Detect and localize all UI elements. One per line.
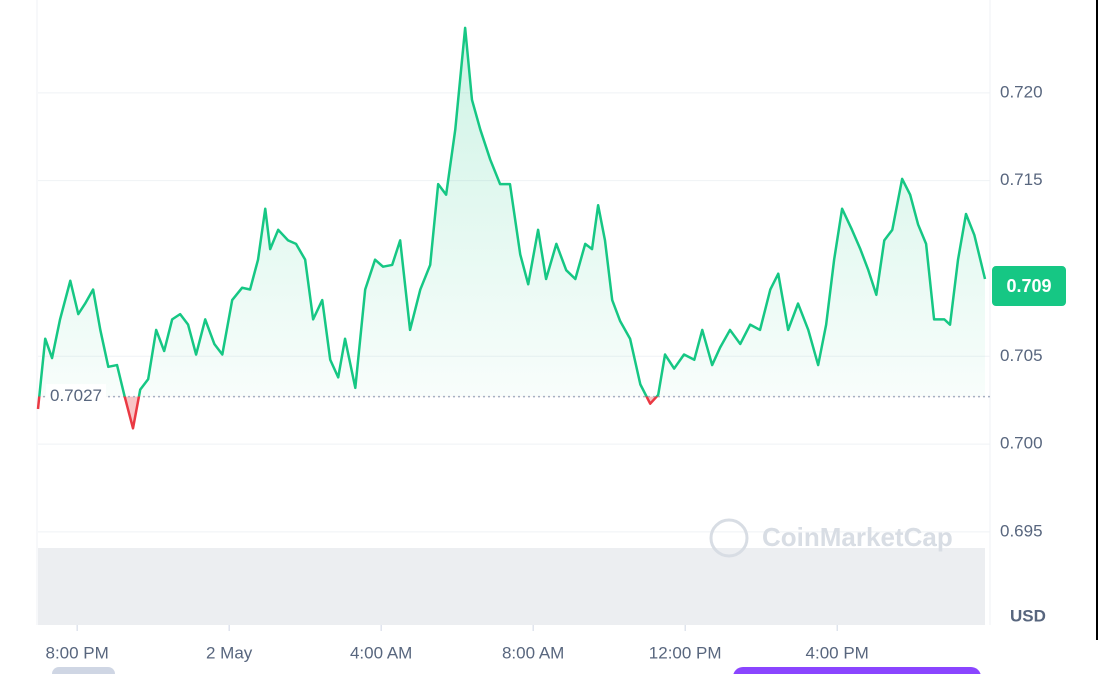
price-tag bbox=[992, 266, 1066, 307]
x-tick-label: 12:00 PM bbox=[649, 643, 722, 662]
y-tick-label: 0.700 bbox=[1000, 434, 1043, 453]
y-tick-label: 0.695 bbox=[1000, 521, 1043, 540]
area-fill bbox=[38, 27, 985, 429]
currency-label: USD bbox=[1010, 606, 1046, 625]
x-tick-label: 2 May bbox=[206, 643, 253, 662]
x-tick-label: 4:00 PM bbox=[806, 643, 869, 662]
price-line bbox=[36, 26, 987, 430]
watermark: CoinMarketCap bbox=[709, 518, 953, 558]
action-button[interactable] bbox=[733, 667, 981, 674]
volume-area bbox=[38, 548, 985, 625]
x-tick-label: 4:00 AM bbox=[350, 643, 412, 662]
price-tag-label: 0.709 bbox=[1006, 276, 1051, 296]
y-tick-label: 0.720 bbox=[1000, 82, 1043, 101]
y-tick-label: 0.715 bbox=[1000, 170, 1043, 189]
baseline-label-bg bbox=[46, 384, 106, 408]
baseline-label: 0.7027 bbox=[50, 386, 102, 405]
y-tick-label: 0.705 bbox=[1000, 346, 1043, 365]
range-button[interactable] bbox=[52, 667, 115, 674]
watermark-text: CoinMarketCap bbox=[762, 522, 953, 552]
x-tick-label: 8:00 AM bbox=[502, 643, 564, 662]
watermark-logo bbox=[709, 518, 749, 558]
x-tick-label: 8:00 PM bbox=[45, 643, 108, 662]
